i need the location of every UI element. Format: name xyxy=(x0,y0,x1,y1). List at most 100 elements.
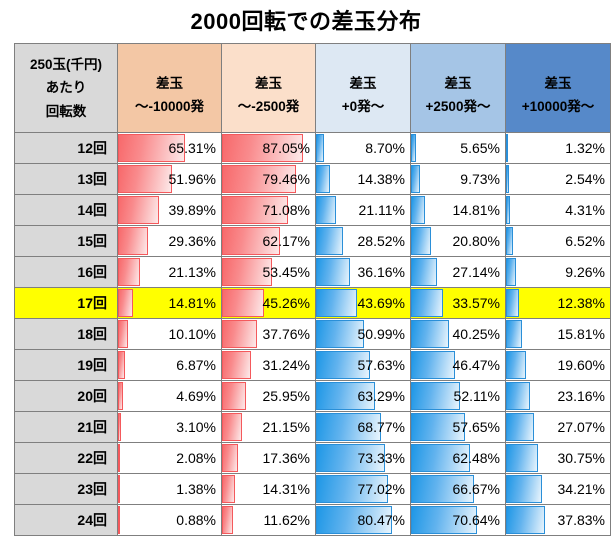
percent-cell: 50.99% xyxy=(315,318,411,350)
column-header-minus2500: 差玉 ～-2500発 xyxy=(221,43,316,133)
percent-cell: 9.73% xyxy=(410,163,506,195)
percent-cell: 68.77% xyxy=(315,411,411,443)
row-label: 18回 xyxy=(14,318,118,350)
data-bar xyxy=(222,351,252,379)
data-bar xyxy=(316,196,336,224)
data-bar xyxy=(222,506,233,534)
percent-value: 9.26% xyxy=(565,263,605,280)
percent-cell: 14.81% xyxy=(410,194,506,226)
table-row: 24回 0.88% 11.62% 80.47% 70.64% 37.83% xyxy=(14,504,611,536)
percent-value: 79.46% xyxy=(262,170,310,187)
data-bar xyxy=(316,134,325,162)
data-bar xyxy=(316,165,330,193)
corner-header-line: 250玉(千円) xyxy=(29,56,102,72)
row-label: 17回 xyxy=(14,287,118,319)
percent-cell: 51.96% xyxy=(117,163,222,195)
percent-value: 2.08% xyxy=(176,449,216,466)
percent-value: 27.14% xyxy=(452,263,500,280)
percent-cell: 57.65% xyxy=(410,411,506,443)
row-label: 19回 xyxy=(14,349,118,381)
percent-cell: 23.16% xyxy=(505,380,611,412)
data-bar xyxy=(316,289,358,317)
percent-cell: 73.33% xyxy=(315,442,411,474)
percent-value: 62.48% xyxy=(452,449,500,466)
column-header-label: 差玉 xyxy=(444,76,472,92)
row-label: 22回 xyxy=(14,442,118,474)
data-bar xyxy=(222,289,265,317)
percent-cell: 34.21% xyxy=(505,473,611,505)
table-row: 13回 51.96% 79.46% 14.38% 9.73% 2.54% xyxy=(14,163,611,195)
data-bar xyxy=(222,413,242,441)
percent-cell: 29.36% xyxy=(117,225,222,257)
data-bar xyxy=(411,351,455,379)
data-bar xyxy=(506,413,535,441)
percent-value: 30.75% xyxy=(557,449,605,466)
percent-cell: 65.31% xyxy=(117,132,222,164)
data-bar xyxy=(411,506,478,534)
data-bar xyxy=(411,134,417,162)
data-bar xyxy=(506,196,511,224)
data-bar xyxy=(118,444,121,472)
percent-value: 25.95% xyxy=(262,387,310,404)
percent-value: 71.08% xyxy=(262,201,310,218)
data-bar xyxy=(411,258,437,286)
percent-value: 4.31% xyxy=(565,201,605,218)
percent-cell: 20.80% xyxy=(410,225,506,257)
percent-cell: 3.10% xyxy=(117,411,222,443)
percent-value: 4.69% xyxy=(176,387,216,404)
data-bar xyxy=(411,444,470,472)
percent-cell: 80.47% xyxy=(315,504,411,536)
table-row: 17回 14.81% 45.26% 43.69% 33.57% 12.38% xyxy=(14,287,611,319)
column-header-label: 差玉 xyxy=(156,76,183,92)
data-bar xyxy=(506,134,508,162)
percent-cell: 21.13% xyxy=(117,256,222,288)
percent-value: 21.11% xyxy=(358,201,405,218)
row-label: 13回 xyxy=(14,163,118,195)
percent-value: 6.52% xyxy=(565,232,605,249)
percent-value: 37.83% xyxy=(557,511,605,528)
percent-value: 5.65% xyxy=(460,139,500,156)
percent-value: 45.26% xyxy=(262,294,310,311)
percent-value: 40.25% xyxy=(452,325,500,342)
data-bar xyxy=(222,444,239,472)
data-bar xyxy=(316,351,371,379)
percent-value: 52.11% xyxy=(453,387,500,404)
column-header-plus0: 差玉 +0発～ xyxy=(315,43,411,133)
row-label: 23回 xyxy=(14,473,118,505)
page-title: 2000回転での差玉分布 xyxy=(190,9,422,34)
percent-cell: 2.54% xyxy=(505,163,611,195)
percent-cell: 4.31% xyxy=(505,194,611,226)
percent-cell: 1.38% xyxy=(117,473,222,505)
percent-value: 27.07% xyxy=(557,418,605,435)
percent-value: 6.87% xyxy=(176,356,216,373)
percent-value: 20.80% xyxy=(452,232,500,249)
table-body: 12回 65.31% 87.05% 8.70% 5.65% 1.32% 13回 51.96% 7… xyxy=(14,132,611,536)
percent-value: 34.21% xyxy=(557,480,605,497)
percent-value: 80.47% xyxy=(357,511,405,528)
percent-cell: 2.08% xyxy=(117,442,222,474)
percent-cell: 8.70% xyxy=(315,132,411,164)
percent-value: 2.54% xyxy=(565,170,605,187)
percent-cell: 77.02% xyxy=(315,473,411,505)
percent-value: 1.38% xyxy=(176,480,216,497)
percent-cell: 36.16% xyxy=(315,256,411,288)
row-label: 12回 xyxy=(14,132,118,164)
column-header-label: ～-10000発 xyxy=(134,99,205,114)
percent-value: 23.16% xyxy=(557,387,605,404)
data-bar xyxy=(506,165,509,193)
percent-value: 57.65% xyxy=(452,418,500,435)
data-bar xyxy=(316,444,385,472)
column-header-label: +2500発～ xyxy=(425,99,491,114)
data-bar xyxy=(506,351,527,379)
row-label: 14回 xyxy=(14,194,118,226)
percent-value: 50.99% xyxy=(357,325,405,342)
percent-cell: 5.65% xyxy=(410,132,506,164)
data-bar xyxy=(506,475,542,503)
percent-cell: 14.81% xyxy=(117,287,222,319)
percent-cell: 27.07% xyxy=(505,411,611,443)
data-bar xyxy=(506,289,519,317)
percent-cell: 21.15% xyxy=(221,411,316,443)
percent-value: 29.36% xyxy=(168,232,216,249)
percent-value: 31.24% xyxy=(262,356,310,373)
row-label: 15回 xyxy=(14,225,118,257)
